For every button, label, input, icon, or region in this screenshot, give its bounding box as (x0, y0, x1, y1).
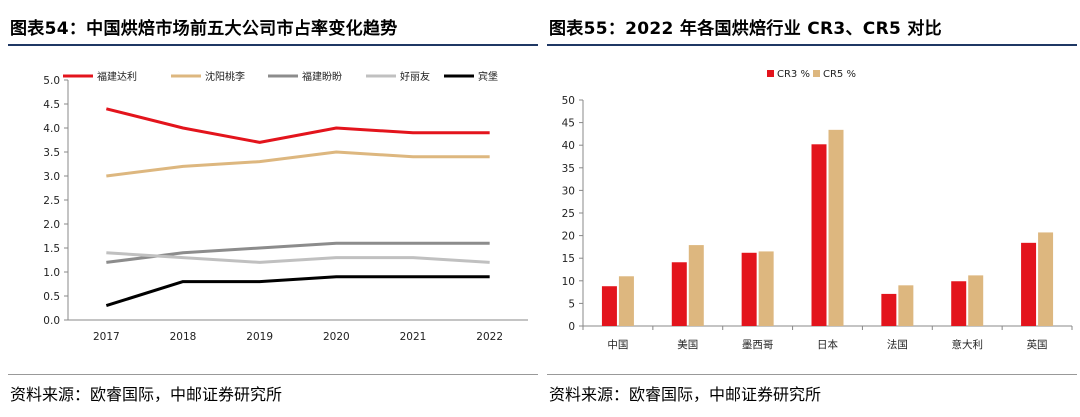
left-figure-panel: 图表54：中国烘焙市场前五大公司市占率变化趋势 0.0 0.5 1.0 1.5 2.0 2… (8, 0, 538, 417)
right-figure-title: 图表55：2022 年各国烘焙行业 CR3、CR5 对比 (549, 19, 942, 39)
y-tick-label: 3.0 (43, 171, 60, 183)
legend-label: CR5 % (823, 69, 856, 80)
x-tick-label: 2021 (400, 331, 427, 343)
y-tick-label: 5.0 (43, 75, 60, 87)
legend-label: 福建盼盼 (302, 70, 342, 83)
bar-chart: 0 5 10 15 20 25 30 35 40 45 50 CR3 % CR5 % 中国 美国 墨西哥 日本 法… (562, 69, 1073, 351)
bar (1021, 242, 1037, 326)
left-title-rule (8, 44, 538, 46)
x-tick-label: 英国 (1027, 338, 1048, 351)
left-figure-title: 图表54：中国烘焙市场前五大公司市占率变化趋势 (10, 19, 398, 39)
right-source-rule (547, 374, 1077, 375)
y-tick-label: 25 (562, 208, 575, 220)
right-source-note: 资料来源：欧睿国际，中邮证券研究所 (549, 385, 822, 404)
bar (1038, 232, 1054, 326)
y-tick-label: 10 (562, 276, 575, 288)
bar (671, 262, 687, 326)
bar (758, 251, 774, 326)
legend-label: 沈阳桃李 (205, 70, 245, 83)
bar (828, 129, 844, 326)
series-line (105, 107, 490, 144)
x-tick-label: 日本 (817, 338, 838, 351)
y-tick-label: 3.5 (43, 147, 60, 159)
y-tick-label: 5 (568, 298, 575, 310)
y-tick-label: 4.0 (43, 123, 60, 135)
x-tick-label: 中国 (607, 338, 628, 351)
legend-label: 福建达利 (97, 70, 137, 83)
legend-label: CR3 % (777, 69, 810, 80)
x-tick-label: 2018 (170, 331, 197, 343)
bar (688, 245, 704, 326)
y-tick-label: 0.0 (43, 315, 60, 327)
x-tick-label: 法国 (887, 338, 908, 351)
x-tick-label: 2022 (476, 331, 503, 343)
y-tick-label: 45 (562, 118, 575, 130)
line-chart: 0.0 0.5 1.0 1.5 2.0 2.5 3.0 3.5 4.0 4.5 5.0 2017 201… (43, 70, 528, 343)
y-tick-label: 1.0 (43, 267, 60, 279)
series-line (106, 150, 490, 178)
series-line (105, 275, 490, 308)
y-tick-label: 2.5 (43, 195, 60, 207)
legend-swatch (813, 70, 820, 77)
bar (601, 286, 617, 326)
bar (811, 144, 827, 326)
x-tick-label: 墨西哥 (742, 339, 774, 351)
y-tick-label: 0.5 (43, 291, 60, 303)
y-tick-label: 30 (562, 185, 575, 197)
legend-label: 宾堡 (478, 70, 498, 83)
y-tick-label: 40 (562, 140, 575, 152)
left-source-note: 资料来源：欧睿国际，中邮证券研究所 (10, 385, 283, 404)
bar (968, 275, 984, 326)
x-tick-label: 2017 (93, 331, 120, 343)
bar (898, 285, 914, 326)
y-tick-label: 2.0 (43, 219, 60, 231)
right-title-rule (547, 44, 1077, 46)
y-tick-label: 0 (568, 321, 575, 333)
series-line (106, 251, 490, 264)
x-tick-label: 意大利 (951, 338, 983, 351)
legend-label: 好丽友 (400, 70, 430, 83)
legend-swatch (767, 70, 774, 77)
series-line (106, 241, 490, 264)
y-tick-label: 20 (562, 231, 575, 243)
bar (951, 281, 967, 326)
y-tick-label: 1.5 (43, 243, 60, 255)
y-tick-label: 4.5 (43, 99, 60, 111)
bar (881, 293, 897, 326)
y-tick-label: 15 (562, 253, 575, 265)
bar (618, 276, 634, 326)
right-figure-panel: 图表55：2022 年各国烘焙行业 CR3、CR5 对比 0 5 10 15 20 25 3… (547, 0, 1077, 417)
bar (741, 252, 757, 326)
x-tick-label: 2020 (323, 331, 350, 343)
x-tick-label: 2019 (246, 331, 273, 343)
y-tick-label: 35 (562, 163, 575, 175)
y-tick-label: 50 (562, 95, 575, 107)
x-tick-label: 美国 (677, 338, 698, 351)
left-source-rule (8, 374, 538, 375)
